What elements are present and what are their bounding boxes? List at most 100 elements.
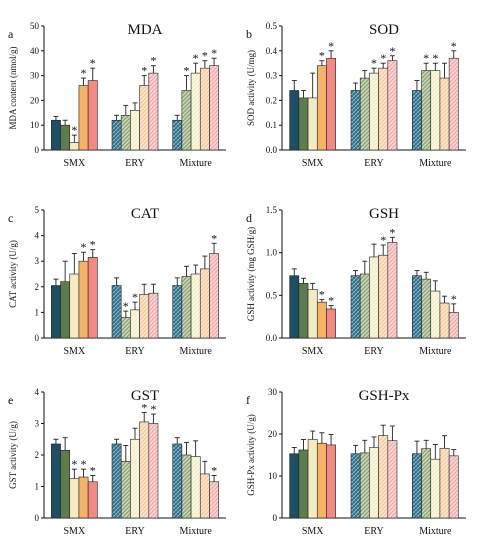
y-axis-label: MDA content (nmol/g) xyxy=(8,47,18,130)
bar xyxy=(190,72,201,151)
bar xyxy=(148,423,159,519)
significance-marker: * xyxy=(328,294,334,308)
bar xyxy=(199,473,210,519)
bar xyxy=(181,276,192,339)
panel-title: CAT xyxy=(131,206,159,222)
bar xyxy=(289,275,300,339)
significance-marker: * xyxy=(183,64,189,78)
bar xyxy=(359,452,370,519)
y-axis-label: CAT activity (U/g) xyxy=(8,240,18,308)
bar xyxy=(87,257,98,339)
y-tick-label: 0.1 xyxy=(266,120,277,130)
bar xyxy=(326,57,336,151)
x-tick-label: ERY xyxy=(364,346,383,357)
y-tick-label: 0.0 xyxy=(266,145,278,155)
bar xyxy=(87,481,98,519)
significance-marker: * xyxy=(123,299,129,313)
bar xyxy=(412,90,422,151)
panel-letter: c xyxy=(8,211,13,225)
significance-marker: * xyxy=(90,238,96,252)
bar xyxy=(307,97,318,151)
x-tick-label: ERY xyxy=(364,526,383,537)
panel-letter: e xyxy=(8,393,13,407)
bar xyxy=(130,438,140,519)
bar xyxy=(209,65,219,151)
bar xyxy=(120,460,131,519)
y-tick-label: 4 xyxy=(35,387,40,397)
bar xyxy=(172,285,183,339)
bar xyxy=(190,273,201,339)
bar xyxy=(60,281,71,339)
x-tick-label: Mixture xyxy=(180,526,213,537)
bar xyxy=(69,273,80,339)
x-tick-label: Mixture xyxy=(180,158,213,169)
bar xyxy=(412,275,422,339)
significance-marker: * xyxy=(423,51,429,65)
y-tick-label: 0 xyxy=(35,513,40,523)
significance-marker: * xyxy=(389,225,395,239)
y-tick-label: 0.0 xyxy=(266,333,278,343)
bar xyxy=(190,456,201,519)
bar xyxy=(130,110,140,151)
y-tick-label: 0 xyxy=(35,145,40,155)
significance-marker: * xyxy=(380,51,386,65)
bar xyxy=(78,260,89,339)
bar xyxy=(51,443,61,519)
panel-f: f GSH-Px GSH-Px activity (U/g) 0 10 20 30 SMX ER… xyxy=(246,387,466,537)
y-tick-label: 1.0 xyxy=(266,248,278,258)
bar xyxy=(316,442,327,519)
significance-marker: * xyxy=(90,56,96,70)
significance-marker: * xyxy=(132,290,138,304)
x-tick-label: ERY xyxy=(125,158,144,169)
bar xyxy=(298,449,309,519)
bar xyxy=(199,268,210,339)
significance-marker: * xyxy=(319,49,325,63)
y-tick-label: 1 xyxy=(35,307,40,317)
x-tick-label: Mixture xyxy=(419,526,452,537)
bar xyxy=(139,85,150,151)
bar xyxy=(378,435,389,519)
bar xyxy=(130,309,140,339)
bar xyxy=(378,67,389,151)
significance-marker: * xyxy=(202,49,208,63)
bar xyxy=(87,80,98,151)
bar xyxy=(69,142,80,151)
x-tick-label: ERY xyxy=(125,346,144,357)
significance-marker: * xyxy=(81,240,87,254)
panel-title: GSH xyxy=(369,206,399,222)
panel-d: d GSH GSH activity (mg GSH/g) 0.0 0.5 1.0 1.5 *… xyxy=(246,205,466,357)
bar xyxy=(448,312,459,339)
bar xyxy=(439,77,450,151)
y-tick-label: 10 xyxy=(30,120,40,130)
bar xyxy=(369,256,379,339)
y-tick-label: 0.5 xyxy=(266,21,278,31)
significance-marker: * xyxy=(380,233,386,247)
bar xyxy=(298,283,309,339)
bar xyxy=(139,421,150,519)
y-axis-label: GST activity (U/g) xyxy=(8,421,18,489)
bar xyxy=(298,97,309,151)
bar xyxy=(60,124,71,151)
bar xyxy=(350,453,361,519)
significance-marker: * xyxy=(211,46,217,60)
y-tick-label: 10 xyxy=(268,471,278,481)
bar xyxy=(111,285,122,339)
x-tick-label: SMX xyxy=(302,526,324,537)
y-tick-label: 3 xyxy=(35,256,40,266)
bar xyxy=(448,57,459,151)
significance-marker: * xyxy=(150,402,156,416)
bar xyxy=(378,254,389,339)
y-tick-label: 40 xyxy=(30,46,40,56)
panel-title: MDA xyxy=(127,22,162,38)
bar xyxy=(120,114,131,151)
bar xyxy=(60,449,71,519)
bar xyxy=(430,458,441,519)
bar xyxy=(326,308,336,339)
bar xyxy=(350,275,361,339)
y-tick-label: 0 xyxy=(35,333,40,343)
bar xyxy=(209,253,219,339)
bar xyxy=(326,444,336,519)
x-tick-label: Mixture xyxy=(419,346,452,357)
y-tick-label: 0.4 xyxy=(266,46,278,56)
